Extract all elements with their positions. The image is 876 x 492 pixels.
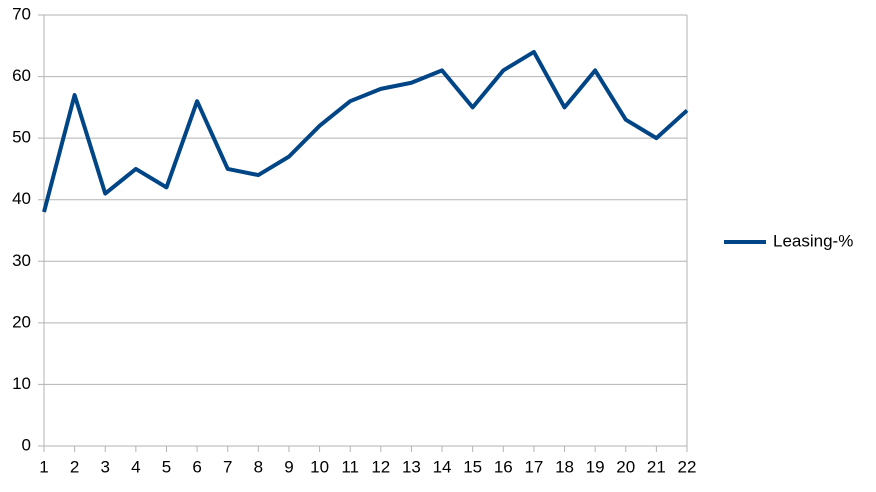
y-tick-label: 20 (12, 312, 31, 331)
y-tick-label: 40 (12, 189, 31, 208)
x-tick-label: 9 (284, 457, 293, 476)
x-tick-label: 16 (494, 457, 513, 476)
legend-label: Leasing-% (773, 231, 853, 250)
y-tick-label: 0 (22, 435, 31, 454)
y-tick-label: 10 (12, 374, 31, 393)
x-tick-label: 4 (131, 457, 140, 476)
y-tick-label: 50 (12, 128, 31, 147)
x-tick-label: 6 (192, 457, 201, 476)
x-tick-label: 13 (402, 457, 421, 476)
data-line (42, 49, 689, 213)
x-tick-label: 8 (254, 457, 263, 476)
x-tick-label: 21 (647, 457, 666, 476)
x-tick-label: 7 (223, 457, 232, 476)
x-tick-label: 15 (463, 457, 482, 476)
x-tick-label: 17 (524, 457, 543, 476)
y-tick-label: 70 (12, 4, 31, 23)
x-tick-label: 14 (433, 457, 452, 476)
x-tick-label: 10 (310, 457, 329, 476)
y-tick-label: 60 (12, 66, 31, 85)
y-tick-label: 30 (12, 251, 31, 270)
x-tick-label: 1 (39, 457, 48, 476)
x-tick-label: 11 (341, 457, 359, 476)
x-tick-label: 19 (586, 457, 605, 476)
x-tick-label: 18 (555, 457, 574, 476)
x-tick-label: 3 (101, 457, 110, 476)
x-tick-label: 20 (616, 457, 635, 476)
x-tick-label: 5 (162, 457, 171, 476)
x-tick-label: 22 (678, 457, 697, 476)
x-tick-label: 12 (371, 457, 390, 476)
x-tick-label: 2 (70, 457, 79, 476)
